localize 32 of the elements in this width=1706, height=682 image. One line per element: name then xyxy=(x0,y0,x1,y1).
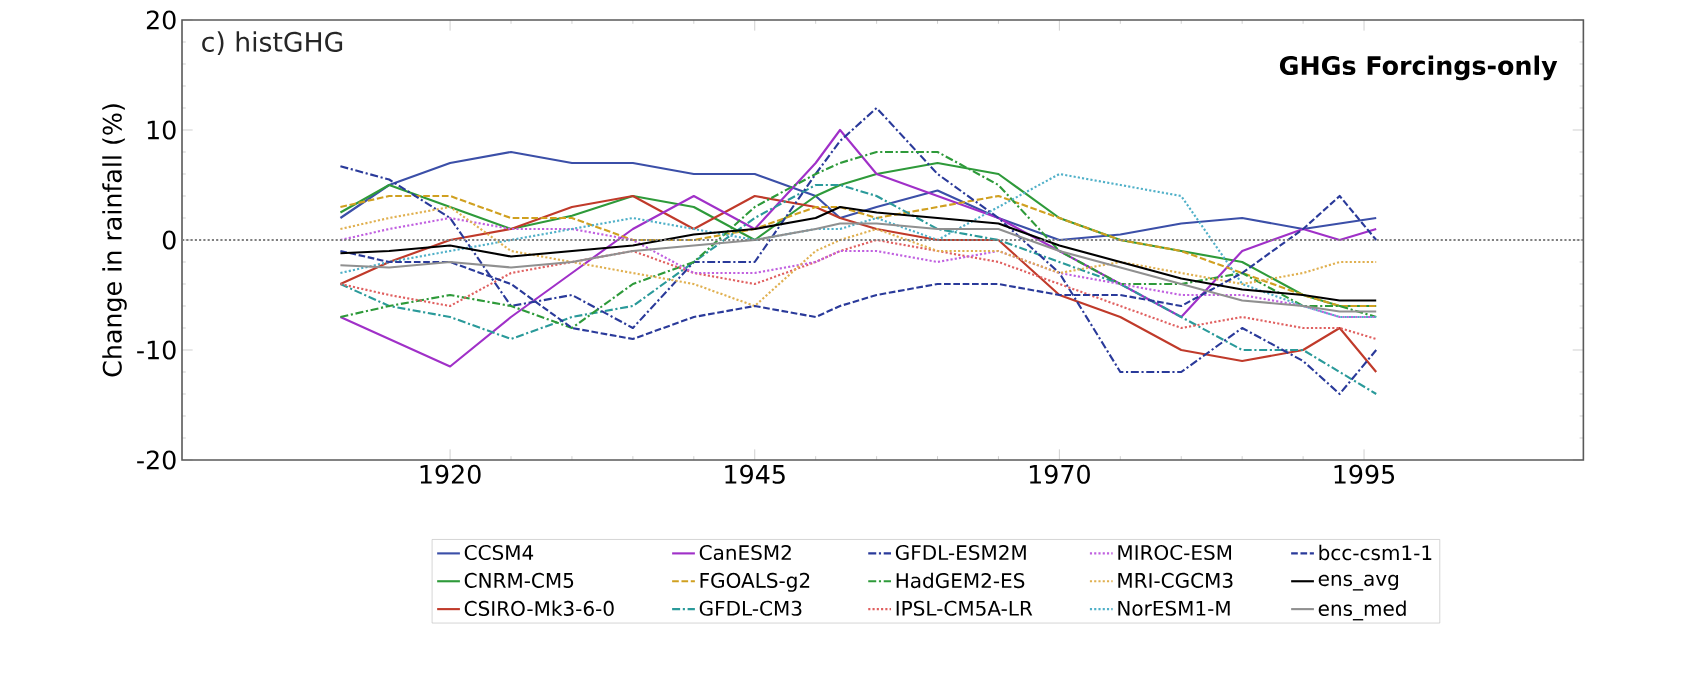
line-series xyxy=(339,194,1378,374)
line-series xyxy=(339,150,1378,330)
legend-label: IPSL-CM5A-LR xyxy=(896,600,1033,616)
legend-label: CNRM-CM5 xyxy=(464,572,574,588)
y-tick-label: 0 xyxy=(162,230,176,250)
legend-label: MIROC-ESM xyxy=(1118,544,1232,561)
annotation: GHGs Forcings-only xyxy=(1279,55,1558,81)
x-tick-label: 1945 xyxy=(725,464,785,484)
y-tick-label: 20 xyxy=(146,10,176,30)
line-series xyxy=(339,183,1378,396)
legend-label: GFDL-CM3 xyxy=(699,600,802,616)
line-series xyxy=(339,128,1378,368)
legend-label: CanESM2 xyxy=(699,544,791,561)
legend-label: NorESM1-M xyxy=(1118,600,1230,616)
legend-label: FGOALS-g2 xyxy=(700,572,810,592)
line-series xyxy=(339,106,1378,396)
x-tick-label: 1970 xyxy=(1029,464,1090,484)
x-tick-label: 1920 xyxy=(420,464,481,484)
legend-label: GFDL-ESM2M xyxy=(895,544,1026,561)
legend-label: bcc-csm1-1 xyxy=(1319,544,1432,561)
legend-label: CCSM4 xyxy=(464,544,534,561)
legend-label: ens_med xyxy=(1318,600,1406,621)
legend-label: MRI-CGCM3 xyxy=(1118,572,1233,588)
y-axis-title: Change in rainfall (%) xyxy=(102,104,127,377)
y-tick-label: -20 xyxy=(137,450,176,470)
legend-label: HadGEM2-ES xyxy=(896,572,1025,589)
legend-label: ens_avg xyxy=(1318,574,1399,591)
x-tick-label: 1995 xyxy=(1334,464,1395,484)
y-tick-label: -10 xyxy=(137,340,176,360)
legend-label: CSIRO-Mk3-6-0 xyxy=(464,600,614,617)
chart-title: c) histGHG xyxy=(202,31,343,56)
y-tick-label: 10 xyxy=(147,120,176,140)
